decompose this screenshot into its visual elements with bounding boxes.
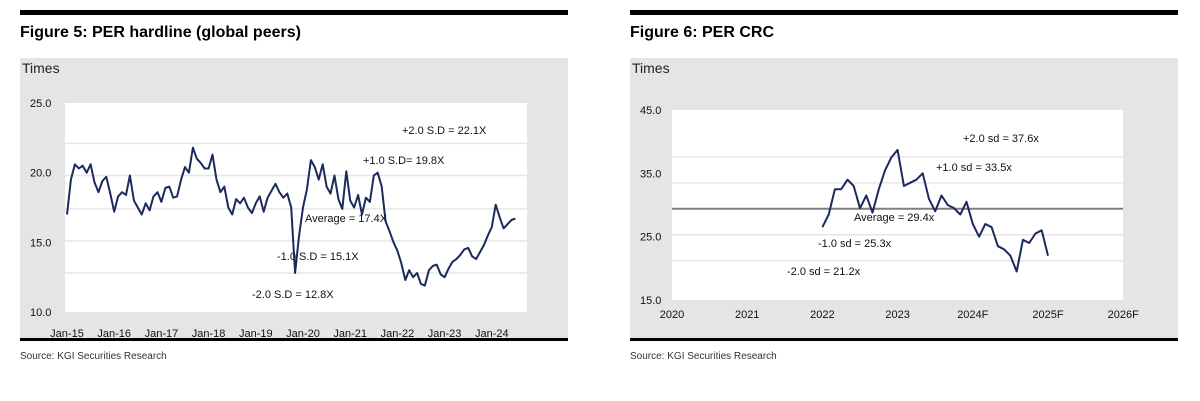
per-series-line <box>821 148 1049 273</box>
y-tick-label: 15.0 <box>30 237 51 249</box>
chart-title: Figure 6: PER CRC <box>630 24 775 41</box>
y-tick-label: 25.0 <box>30 98 51 110</box>
x-tick-label: 2024F <box>957 309 988 321</box>
x-tick-label: Jan-17 <box>145 328 179 338</box>
x-tick-label: Jan-22 <box>381 328 415 338</box>
x-tick-label: Jan-21 <box>333 328 367 338</box>
y-tick-label: 45.0 <box>640 105 661 117</box>
band-annotation: Average = 17.4X <box>305 213 388 225</box>
x-tick-label: 2022 <box>810 309 834 321</box>
x-tick-label: 2020 <box>660 309 684 321</box>
band-annotation: -2.0 S.D = 12.8X <box>252 289 334 301</box>
source-note: Source: KGI Securities Research <box>20 351 167 362</box>
chart-area: Times 25.0 20.0 15.0 10.0 Jan-15 Jan-16 Jan-17… <box>20 58 568 341</box>
y-tick-label: 10.0 <box>30 307 51 319</box>
band-annotation: +1.0 sd = 33.5x <box>936 162 1012 174</box>
figure-6-panel: Figure 6: PER CRC Times 45.0 35.0 25.0 15.0… <box>630 10 1178 362</box>
band-annotation: -1.0 sd = 25.3x <box>818 238 892 250</box>
y-axis-label: Times <box>22 60 60 76</box>
x-tick-label: Jan-18 <box>192 328 226 338</box>
y-tick-label: 35.0 <box>640 168 661 180</box>
y-tick-label: 15.0 <box>640 295 661 307</box>
x-tick-label: Jan-20 <box>286 328 320 338</box>
x-tick-label: 2026F <box>1108 309 1139 321</box>
band-annotation: Average = 29.4x <box>854 212 935 224</box>
top-rule <box>630 10 1178 15</box>
band-annotation: +2.0 sd = 37.6x <box>963 133 1039 145</box>
y-tick-label: 25.0 <box>640 232 661 244</box>
top-rule <box>20 10 568 15</box>
x-tick-label: Jan-23 <box>428 328 462 338</box>
figure-5-chart: 25.0 20.0 15.0 10.0 Jan-15 Jan-16 Jan-17 Jan-18… <box>30 98 527 338</box>
x-tick-label: 2023 <box>885 309 909 321</box>
x-tick-label: 2025F <box>1032 309 1063 321</box>
x-tick-label: 2021 <box>735 309 759 321</box>
plot-area <box>65 103 527 312</box>
figure-6-chart: 45.0 35.0 25.0 15.0 2020 2021 2022 2023 2024F 202… <box>640 105 1139 321</box>
band-annotation: +2.0 S.D = 22.1X <box>402 125 487 137</box>
x-tick-label: Jan-16 <box>97 328 131 338</box>
x-tick-label: Jan-24 <box>475 328 509 338</box>
chart-area: Times 45.0 35.0 25.0 15.0 2020 2021 2022 2023 20… <box>630 58 1178 341</box>
y-axis-label: Times <box>632 60 670 76</box>
band-annotation: +1.0 S.D= 19.8X <box>363 155 445 167</box>
per-series-line <box>66 146 516 287</box>
source-note: Source: KGI Securities Research <box>630 351 777 362</box>
figure-5-panel: Figure 5: PER hardline (global peers) Ti… <box>20 10 568 362</box>
y-tick-label: 20.0 <box>30 168 51 180</box>
chart-title: Figure 5: PER hardline (global peers) <box>20 24 301 41</box>
band-annotation: -2.0 sd = 21.2x <box>787 266 861 278</box>
band-annotation: -1.0 S.D = 15.1X <box>277 251 359 263</box>
plot-area <box>672 110 1123 300</box>
x-tick-label: Jan-15 <box>50 328 84 338</box>
x-tick-label: Jan-19 <box>239 328 273 338</box>
